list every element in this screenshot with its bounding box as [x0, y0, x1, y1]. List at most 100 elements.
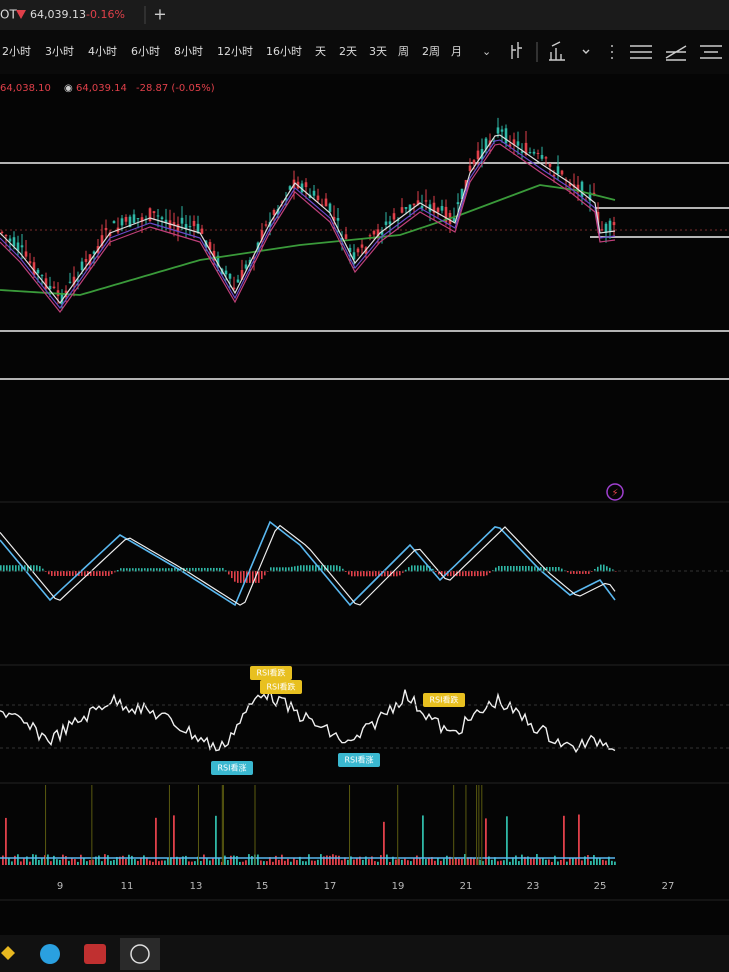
histogram-bar: [510, 565, 512, 572]
histogram-bar: [117, 570, 119, 572]
x-tick-label: 9: [57, 881, 63, 892]
candle-body: [352, 252, 356, 260]
histogram-bar: [111, 571, 113, 575]
candle-body: [496, 127, 500, 134]
histogram-bar: [582, 571, 584, 574]
volume-bar: [506, 816, 508, 865]
app-icon[interactable]: [130, 944, 150, 964]
timeframe-button[interactable]: 2小时: [2, 45, 31, 58]
app-icon[interactable]: [1, 946, 15, 960]
candle-body: [200, 228, 204, 234]
volume-bar: [578, 814, 580, 865]
alert-glyph: ⚡: [611, 488, 618, 499]
histogram-bar: [351, 571, 353, 577]
volume-bar: [530, 858, 532, 865]
histogram-bar: [276, 567, 278, 572]
volume-bar: [59, 859, 61, 865]
candle-body: [556, 166, 560, 175]
dropdown[interactable]: ⌄: [482, 45, 491, 58]
histogram-bar: [258, 571, 260, 583]
info-value-b: 64,039.14: [76, 83, 127, 94]
histogram-bar: [156, 568, 158, 572]
histogram-bar: [537, 566, 539, 572]
timeframe-button[interactable]: 8小时: [174, 45, 203, 58]
volume-bar: [104, 854, 106, 865]
volume-bar: [266, 861, 268, 865]
candle-body: [432, 202, 436, 213]
taskbar: [0, 935, 729, 972]
volume-bar: [14, 855, 16, 865]
curve: [0, 143, 616, 313]
volume-bar: [68, 860, 70, 865]
histogram-bar: [120, 568, 122, 572]
timeframe-button[interactable]: 天: [315, 45, 326, 58]
candle-body: [8, 238, 12, 242]
candle-body: [340, 238, 344, 240]
timeframe-button[interactable]: 16小时: [266, 45, 302, 58]
candle-body: [560, 170, 564, 175]
volume-bar: [341, 860, 343, 865]
active-app[interactable]: [120, 938, 160, 970]
volume-bar: [74, 859, 76, 865]
candle-body: [540, 155, 544, 159]
volume-bar: [527, 856, 529, 865]
volume-bar: [533, 858, 535, 865]
volume-bar: [113, 859, 115, 865]
histogram-bar: [375, 571, 377, 577]
volume-bar: [116, 856, 118, 865]
add-button[interactable]: +: [153, 5, 166, 24]
timeframe-button[interactable]: 2周: [422, 45, 440, 58]
volume-bar: [248, 854, 250, 865]
price-change: -0.16%: [86, 8, 125, 21]
candle-body: [4, 235, 8, 237]
histogram-bar: [297, 565, 299, 572]
timeframe-button[interactable]: 3小时: [45, 45, 74, 58]
lines-icon[interactable]: [630, 45, 652, 59]
volume-bar: [323, 856, 325, 865]
curve: [0, 520, 616, 607]
volume-bar: [329, 855, 331, 865]
histogram-bar: [72, 571, 74, 576]
volume-bar: [233, 855, 235, 865]
timeframe-button[interactable]: 月: [451, 45, 462, 58]
volume-bar: [197, 856, 199, 865]
indicator-icon[interactable]: [549, 41, 565, 61]
volume-bar: [47, 854, 49, 865]
info-eye[interactable]: ◉: [64, 83, 73, 94]
timeframe-button[interactable]: 4小时: [88, 45, 117, 58]
histogram-bar: [597, 566, 599, 572]
histogram-bar: [63, 571, 65, 576]
timeframe-button[interactable]: 6小时: [131, 45, 160, 58]
volume-bar: [161, 860, 163, 865]
volume-bar: [134, 859, 136, 865]
candle-body: [264, 224, 268, 226]
timeframe-button[interactable]: 3天: [369, 45, 387, 58]
candle-body: [360, 244, 364, 248]
timeframe-button[interactable]: 12小时: [217, 45, 253, 58]
volume-bar: [164, 860, 166, 865]
app-icon[interactable]: [40, 944, 60, 964]
volume-bar: [107, 855, 109, 865]
histogram-bar: [138, 568, 140, 572]
volume-bar: [563, 815, 565, 865]
app-icon[interactable]: [84, 944, 106, 964]
alert-icon[interactable]: [606, 483, 624, 501]
timeframe-button[interactable]: 周: [398, 45, 409, 58]
dropdown-icon[interactable]: [582, 49, 590, 54]
histogram-bar: [423, 565, 425, 572]
candle-icon[interactable]: [511, 42, 522, 59]
trend-icon[interactable]: [665, 45, 687, 61]
volume-bar: [428, 858, 430, 865]
candle-body: [228, 273, 232, 279]
volume-bar: [554, 855, 556, 865]
volume-bar: [416, 855, 418, 865]
volume-bar: [455, 857, 457, 865]
histogram-bar: [69, 571, 71, 576]
timeframe-button[interactable]: 2天: [339, 45, 357, 58]
candle-body: [328, 203, 332, 212]
histogram-bar: [372, 571, 374, 577]
histogram-bar: [285, 567, 287, 572]
volume-bar: [188, 861, 190, 865]
layout-icon[interactable]: [700, 45, 722, 59]
histogram-bar: [84, 571, 86, 576]
